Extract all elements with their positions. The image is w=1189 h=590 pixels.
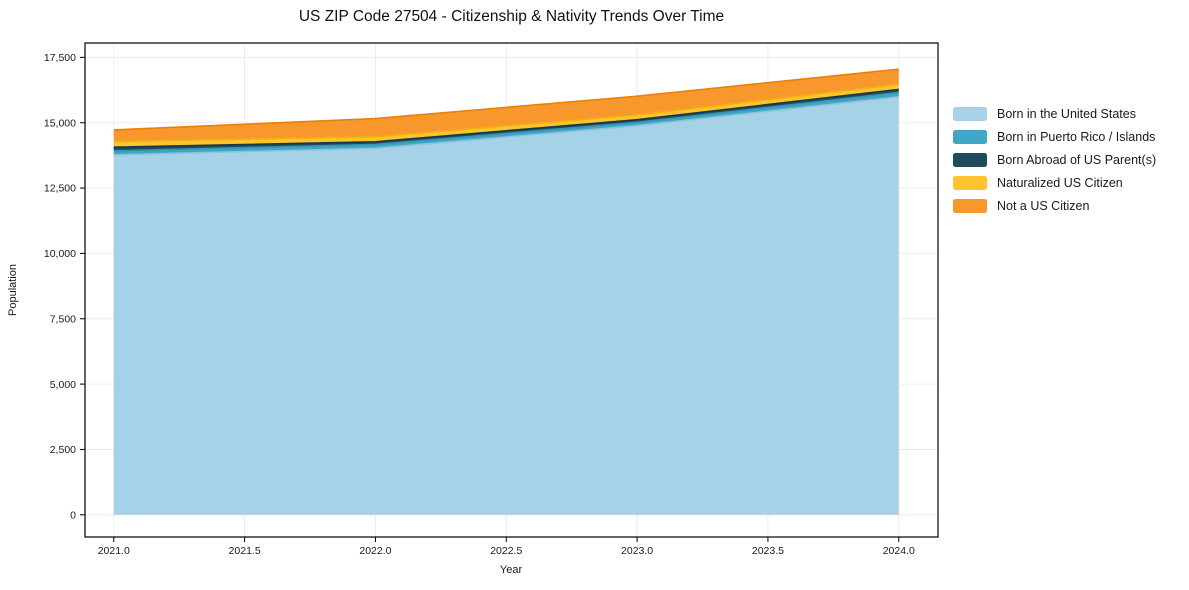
legend-swatch-icon (953, 152, 987, 167)
y-tick-label: 7,500 (50, 313, 76, 325)
y-tick-label: 10,000 (44, 248, 76, 260)
plot-border (84, 42, 939, 538)
legend-label: Naturalized US Citizen (997, 175, 1123, 190)
legend-swatch-icon (953, 129, 987, 144)
legend-item: Naturalized US Citizen (953, 171, 1156, 194)
area-not-a-us-citizen (113, 69, 899, 142)
area-edge (113, 91, 899, 152)
legend-label: Born in Puerto Rico / Islands (997, 129, 1156, 144)
legend-item: Born Abroad of US Parent(s) (953, 148, 1156, 171)
area-edge (113, 96, 899, 156)
legend-item: Not a US Citizen (953, 194, 1156, 217)
x-tick-label: 2023.5 (752, 545, 784, 557)
legend-item: Born in the United States (953, 102, 1156, 125)
area-edge (113, 88, 899, 148)
tick-labels: 2021.0 2021.5 2022.0 2022.5 2023.0 2023.5 2024… (44, 52, 915, 557)
y-tick-label: 15,000 (44, 117, 76, 129)
legend-label: Born Abroad of US Parent(s) (997, 152, 1157, 167)
x-tick-label: 2021.0 (98, 545, 130, 557)
legend-label: Not a US Citizen (997, 198, 1090, 213)
y-tick-label: 0 (70, 509, 76, 521)
legend-swatch-icon (953, 198, 987, 213)
y-tick-label: 17,500 (44, 52, 76, 64)
legend-label: Born in the United States (997, 106, 1136, 121)
legend-item: Born in Puerto Rico / Islands (953, 125, 1156, 148)
x-tick-label: 2024.0 (883, 545, 915, 557)
area-born-in-the-united-states (113, 96, 899, 515)
x-tick-label: 2022.5 (490, 545, 522, 557)
area-edge (113, 83, 899, 143)
x-axis-label: Year (499, 564, 523, 576)
x-tick-label: 2022.0 (359, 545, 391, 557)
legend: Born in the United States Born in Puerto … (953, 102, 1156, 217)
x-tick-label: 2023.0 (621, 545, 653, 557)
tick-marks (80, 56, 900, 542)
y-tick-label: 2,500 (50, 444, 76, 456)
legend-swatch-icon (953, 106, 987, 121)
legend-swatch-icon (953, 175, 987, 190)
area-edge (113, 68, 899, 131)
y-tick-label: 5,000 (50, 379, 76, 391)
y-tick-label: 12,500 (44, 183, 76, 195)
chart-title: US ZIP Code 27504 - Citizenship & Nativi… (298, 8, 725, 25)
x-tick-label: 2021.5 (229, 545, 261, 557)
